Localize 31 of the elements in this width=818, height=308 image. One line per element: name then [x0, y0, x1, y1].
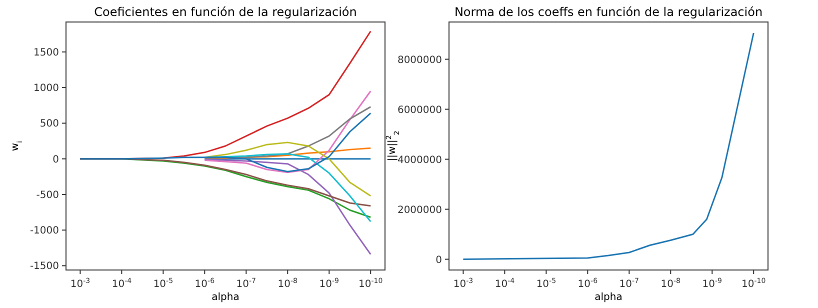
x-tick-label: 10$^{-6}$	[578, 277, 598, 290]
y-tick-label: -500	[36, 190, 59, 201]
y-tick-label: 0	[436, 254, 442, 266]
x-tick-label: 10$^{-7}$	[236, 277, 256, 290]
x-tick-label: 10$^{-3}$	[70, 277, 90, 290]
x-tick-label: 10$^{-9}$	[702, 277, 722, 290]
x-tick-label: 10$^{-4}$	[112, 277, 132, 290]
x-axis-title: alpha	[594, 292, 622, 303]
y-tick-label: 1000	[34, 83, 59, 94]
y-tick-label: -1000	[30, 226, 59, 237]
y-tick-label: 2000000	[397, 204, 442, 216]
chart-title: Coeficientes en función de la regularización	[94, 5, 357, 19]
y-tick-label: -1500	[30, 261, 59, 272]
x-tick-label: 10$^{-4}$	[494, 277, 516, 290]
x-tick-label: 10$^{-6}$	[194, 277, 216, 290]
x-tick-label: 10$^{-10}$	[742, 277, 766, 290]
x-axis-title: alpha	[212, 292, 240, 303]
x-tick-label: 10$^{-5}$	[153, 277, 174, 290]
x-tick-label: 10$^{-9}$	[319, 277, 339, 290]
x-tick-label: 10$^{-3}$	[453, 277, 474, 290]
chart-title: Norma de los coeffs en función de la regularización	[454, 5, 763, 19]
y-tick-label: 0	[52, 154, 59, 166]
y-tick-label: 8000000	[397, 54, 442, 66]
x-tick-label: 10$^{-8}$	[278, 277, 298, 290]
y-tick-label: 1500	[34, 47, 59, 58]
x-tick-label: 10$^{-5}$	[536, 277, 556, 290]
x-tick-label: 10$^{-8}$	[660, 277, 680, 290]
x-tick-label: 10$^{-7}$	[619, 277, 640, 290]
x-tick-label: 10$^{-10}$	[358, 277, 383, 290]
y-tick-label: 6000000	[397, 104, 442, 116]
y-tick-label: 500	[40, 118, 59, 130]
